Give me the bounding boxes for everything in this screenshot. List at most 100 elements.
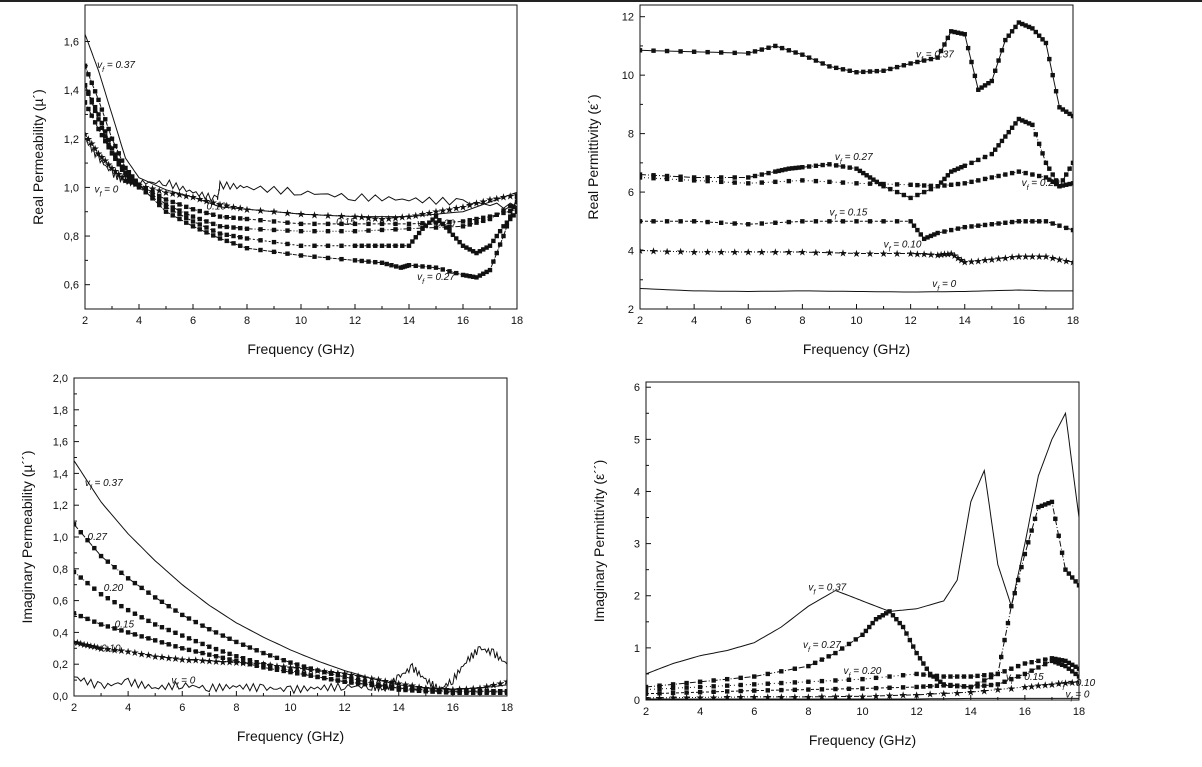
data-point (1022, 551, 1028, 557)
data-point (1030, 172, 1035, 177)
data-point (949, 169, 954, 174)
series-line (640, 250, 1073, 263)
data-point (752, 688, 757, 693)
series-annotation: vf = 0.20 (417, 218, 455, 232)
y-tick-label: 1,6 (64, 36, 79, 48)
y-tick-label: 1,8 (53, 405, 68, 417)
x-tick-label: 2 (643, 706, 649, 718)
data-point (697, 689, 703, 695)
data-point (738, 682, 743, 688)
data-point (952, 167, 957, 173)
data-point (474, 216, 479, 222)
data-point: ★ (128, 178, 137, 189)
data-point (724, 689, 730, 694)
data-point: ★ (245, 659, 254, 670)
x-tick-label: 18 (1067, 315, 1079, 327)
data-point (1040, 37, 1045, 42)
data-point (873, 685, 879, 691)
data-point (74, 569, 77, 575)
data-point (177, 202, 182, 207)
data-point (955, 30, 961, 35)
data-point (1003, 220, 1008, 225)
data-point (1056, 533, 1061, 538)
data-point (718, 179, 724, 185)
data-point (497, 228, 503, 234)
data-point (1039, 503, 1044, 509)
data-point (921, 684, 926, 689)
data-point: ★ (270, 207, 279, 218)
data-point (197, 227, 202, 232)
data-point: ★ (506, 191, 515, 202)
data-point (927, 683, 933, 689)
data-point (959, 165, 964, 170)
data-point: ★ (90, 642, 99, 653)
data-point (177, 208, 182, 213)
plot-area: ★★★★★★★★★★★★★★★★★★★★★★★★★★★★★★★★★★★★★★★★… (74, 460, 507, 696)
data-point (894, 182, 900, 187)
data-point (200, 641, 205, 647)
data-point (342, 674, 347, 680)
data-point (1043, 160, 1049, 166)
data-point (427, 220, 432, 225)
data-point (119, 167, 125, 172)
data-point (123, 173, 128, 178)
data-point (1029, 668, 1034, 673)
data-point (640, 175, 643, 180)
data-point (1059, 550, 1065, 555)
data-point (860, 686, 865, 691)
data-point (454, 270, 459, 276)
data-point (96, 97, 101, 103)
data-point (955, 683, 960, 689)
data-point (170, 208, 175, 213)
data-point (410, 239, 415, 244)
y-tick-label: 0,8 (53, 564, 68, 576)
data-point (678, 174, 683, 179)
data-point (1053, 178, 1059, 183)
data-point (184, 220, 189, 225)
data-point (1063, 658, 1068, 664)
data-point (955, 674, 960, 679)
data-point: ★ (374, 675, 383, 686)
data-point: ★ (499, 193, 508, 204)
x-tick-label: 14 (403, 315, 415, 327)
data-point (430, 687, 435, 693)
data-point (996, 221, 1001, 226)
data-point: ★ (1048, 253, 1057, 264)
data-point (339, 256, 344, 262)
data-point: ★ (81, 129, 90, 140)
plot-frame (645, 381, 1080, 701)
data-point (514, 209, 517, 214)
y-tick-label: 0,2 (53, 659, 68, 671)
x-tick-label: 18 (511, 315, 523, 327)
data-point (322, 675, 327, 681)
data-point (982, 678, 987, 683)
data-point (484, 689, 489, 694)
data-point (322, 669, 327, 675)
series-line (74, 612, 507, 692)
data-point (900, 624, 906, 630)
data-point (998, 654, 1004, 660)
data-point (116, 151, 121, 156)
data-point (288, 669, 293, 675)
data-point (443, 225, 449, 230)
series-annotation: vf = 0 (94, 184, 118, 198)
data-point (224, 238, 229, 244)
data-point (863, 628, 869, 634)
data-point (1009, 29, 1015, 34)
data-point (413, 263, 418, 269)
data-point (109, 151, 115, 156)
data-point (1057, 223, 1062, 228)
data-point (258, 227, 263, 232)
data-point (773, 220, 778, 225)
data-point: ★ (198, 656, 207, 667)
data-point: ★ (333, 668, 342, 679)
data-point (833, 678, 838, 683)
data-point (271, 227, 277, 233)
data-point: ★ (117, 646, 126, 657)
x-axis-label: Frequency (GHz) (809, 732, 916, 748)
data-point (491, 259, 496, 264)
data-point: ★ (103, 645, 112, 656)
data-point (78, 530, 83, 535)
data-point (640, 48, 643, 53)
data-point (494, 250, 499, 256)
